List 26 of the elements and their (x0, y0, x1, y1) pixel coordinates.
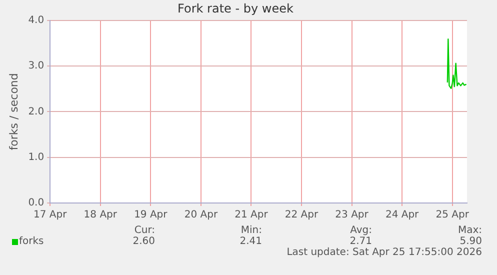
x-tick-label: 19 Apr (134, 210, 168, 221)
y-tick-label: 4.0 (28, 14, 44, 26)
x-tick-label: 17 Apr (34, 210, 68, 221)
chart-title: Fork rate - by week (178, 1, 294, 16)
x-tick-label: 25 Apr (436, 210, 470, 221)
text: Cur: (134, 225, 155, 236)
text: Avg: (350, 225, 372, 236)
text: 2.60 (132, 236, 155, 247)
text: Last update: Sat Apr 25 17:55:00 2026 (286, 247, 482, 258)
text: Max: (458, 225, 482, 236)
y-tick-label: 1.0 (28, 152, 44, 163)
x-tick-label: 22 Apr (284, 210, 319, 221)
y-tick-label: 2.0 (28, 106, 44, 118)
text: 2.71 (350, 236, 372, 247)
x-tick-label: 18 Apr (84, 210, 118, 221)
y-tick-label: 3.0 (28, 60, 44, 72)
text: 5.90 (460, 236, 482, 247)
x-tick-label: 24 Apr (385, 210, 420, 221)
x-tick-label: 21 Apr (234, 210, 269, 221)
x-tick-label: 20 Apr (184, 210, 218, 221)
y-tick-label: 0.0 (28, 198, 44, 209)
legend-label: forks (19, 236, 44, 247)
text: Min: (240, 225, 262, 236)
y-axis-title: forks / second (7, 73, 20, 150)
x-tick-label: 23 Apr (335, 210, 370, 221)
text: 2.41 (240, 236, 262, 247)
